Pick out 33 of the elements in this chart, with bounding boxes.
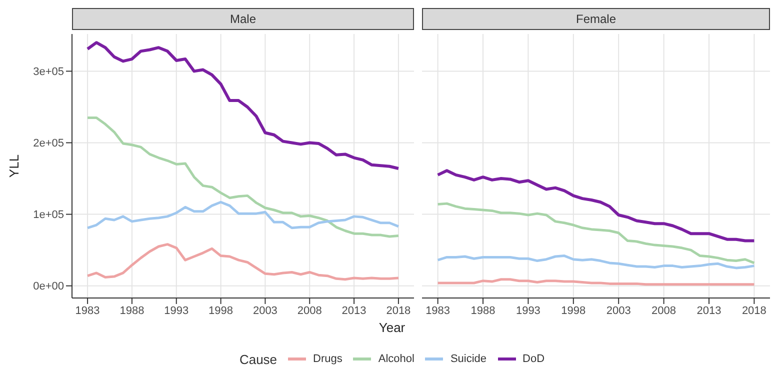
x-tick-label: 1983	[426, 304, 450, 317]
legend-label: Alcohol	[378, 353, 414, 365]
chart-title: Female	[422, 8, 770, 30]
x-tick-label: 1983	[75, 304, 100, 317]
x-tick-label: 2018	[742, 304, 766, 317]
y-tick-label: 1e+05	[33, 209, 64, 222]
x-tick-label: 1998	[561, 304, 586, 317]
line-series	[86, 116, 400, 238]
line-series	[86, 243, 400, 281]
x-tick-label: 1998	[208, 304, 234, 317]
x-axis-title: Year	[378, 320, 406, 337]
x-tick-label: 2003	[606, 304, 631, 317]
y-tick-label: 2e+05	[33, 138, 64, 150]
x-tick-label: 1988	[470, 304, 496, 317]
legend-label: DoD	[522, 353, 545, 365]
x-tick-label: 2018	[386, 304, 411, 317]
legend-label: Drugs	[313, 353, 342, 365]
x-tick-label: 2003	[252, 304, 278, 317]
x-tick-label: 1993	[164, 304, 189, 317]
x-tick-label: 1993	[516, 304, 540, 317]
legend-label: Suicide	[450, 353, 487, 365]
legend-title: Cause	[239, 352, 278, 366]
chart-title: Male	[72, 8, 414, 30]
x-tick-label: 2008	[652, 304, 676, 317]
y-tick-label: 3e+05	[33, 66, 64, 78]
x-tick-label: 2013	[342, 304, 366, 317]
line-series	[86, 200, 400, 230]
x-tick-label: 1988	[120, 304, 144, 317]
y-axis-title: YLL	[6, 154, 22, 178]
x-tick-label: 2008	[297, 304, 322, 317]
y-tick-label: 0e+00	[33, 280, 64, 293]
x-tick-label: 2013	[696, 304, 722, 317]
line-series	[86, 41, 400, 170]
